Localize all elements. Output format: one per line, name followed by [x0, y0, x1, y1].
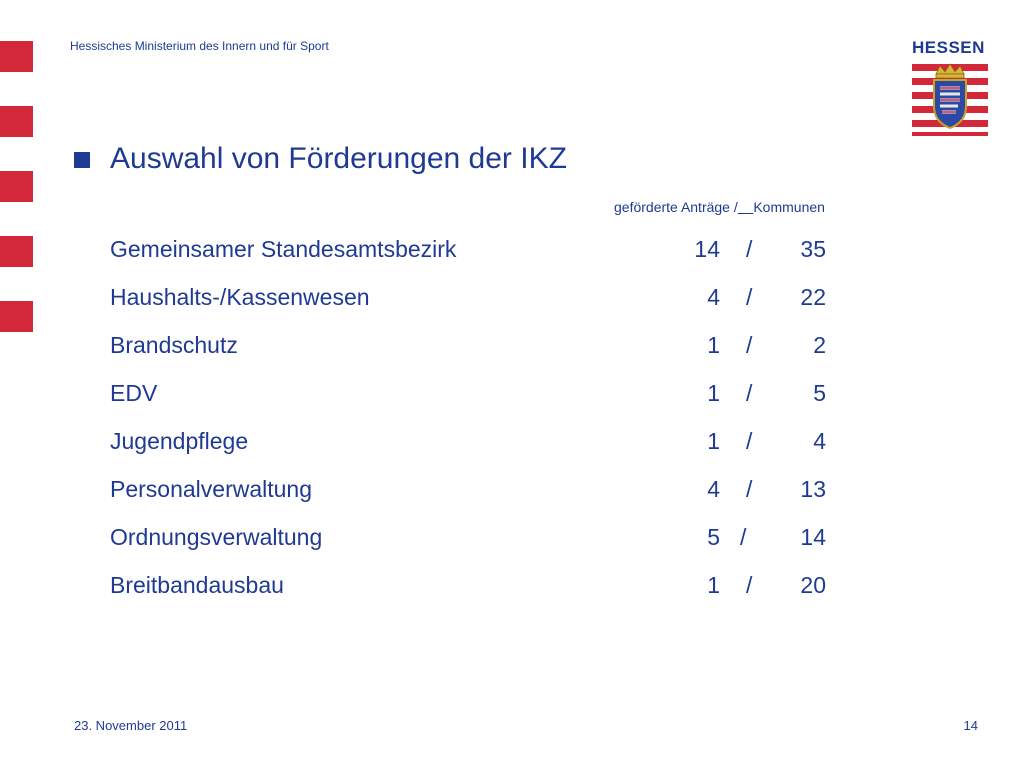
row-separator: /: [746, 572, 753, 598]
table-row: Gemeinsamer Standesamtsbezirk 14 / 35: [110, 236, 840, 268]
row-kommunen: 2: [813, 332, 826, 358]
row-antraege: 1: [707, 380, 720, 406]
row-kommunen: 22: [800, 284, 826, 310]
row-antraege: 14: [694, 236, 720, 262]
row-kommunen: 5: [813, 380, 826, 406]
table-row: Personalverwaltung 4 / 13: [110, 476, 840, 508]
row-kommunen: 4: [813, 428, 826, 454]
decor-block-2: [0, 106, 33, 137]
logo-text: HESSEN: [912, 38, 985, 57]
row-kommunen: 20: [800, 572, 826, 598]
footer-date: 23. November 2011: [74, 718, 188, 733]
column-header: geförderte Anträge / Kommunen: [614, 199, 825, 215]
ministry-name: Hessisches Ministerium des Innern und fü…: [70, 39, 329, 53]
row-label: Breitbandausbau: [110, 572, 284, 598]
slide-heading: Auswahl von Förderungen der IKZ: [110, 142, 567, 175]
row-separator: /: [746, 476, 753, 502]
row-antraege: 4: [707, 284, 720, 310]
hessen-logo: HESSEN: [910, 38, 990, 138]
decor-block-4: [0, 236, 33, 267]
row-separator: /: [740, 524, 747, 550]
bullet-square-icon: [74, 152, 90, 168]
table-row: Brandschutz 1 / 2: [110, 332, 840, 364]
row-label: Brandschutz: [110, 332, 238, 358]
row-label: Haushalts-/Kassenwesen: [110, 284, 370, 310]
row-separator: /: [746, 380, 753, 406]
row-label: Gemeinsamer Standesamtsbezirk: [110, 236, 457, 262]
decor-block-1: [0, 41, 33, 72]
table-row: Jugendpflege 1 / 4: [110, 428, 840, 460]
row-kommunen: 13: [800, 476, 826, 502]
row-kommunen: 14: [800, 524, 826, 550]
row-separator: /: [746, 332, 753, 358]
coat-of-arms-icon: [912, 60, 988, 136]
decor-block-3: [0, 171, 33, 202]
row-label: Ordnungsverwaltung: [110, 524, 323, 550]
row-antraege: 1: [707, 428, 720, 454]
row-separator: /: [746, 428, 753, 454]
table-row: EDV 1 / 5: [110, 380, 840, 412]
row-antraege: 4: [707, 476, 720, 502]
row-antraege: 5: [707, 524, 720, 550]
row-label: Jugendpflege: [110, 428, 249, 454]
table-row: Haushalts-/Kassenwesen 4 / 22: [110, 284, 840, 316]
table-row: Ordnungsverwaltung 5 / 14: [110, 524, 840, 556]
row-antraege: 1: [707, 332, 720, 358]
row-antraege: 1: [707, 572, 720, 598]
page-number: 14: [963, 718, 978, 733]
row-separator: /: [746, 236, 753, 262]
row-separator: /: [746, 284, 753, 310]
row-label: Personalverwaltung: [110, 476, 313, 502]
table-row: Breitbandausbau 1 / 20: [110, 572, 840, 604]
row-label: EDV: [110, 380, 158, 406]
row-kommunen: 35: [800, 236, 826, 262]
column-header-kommunen: Kommunen: [753, 199, 825, 215]
decor-block-5: [0, 301, 33, 332]
column-header-antraege: geförderte Anträge /: [614, 199, 738, 215]
